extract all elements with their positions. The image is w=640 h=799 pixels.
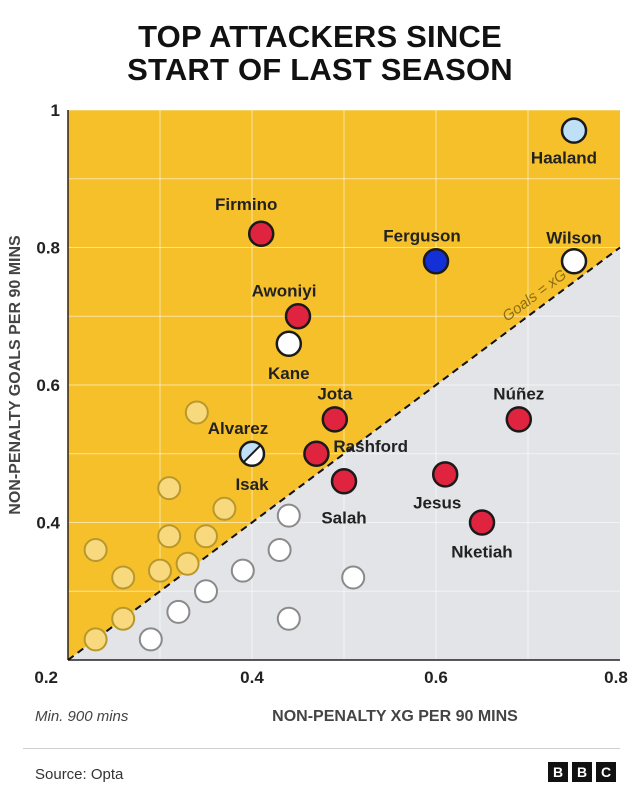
player-label-jesus: Jesus: [413, 493, 461, 512]
source-note: Source: Opta: [35, 766, 124, 783]
other-player-point-below: [194, 579, 218, 604]
other-player-point-below: [276, 606, 301, 631]
player-point-kane: [275, 330, 303, 357]
player-label-jota: Jota: [317, 384, 353, 403]
x-axis-title: NON-PENALTY XG PER 90 MINS: [272, 708, 518, 725]
player-point-rashford: [303, 440, 330, 467]
player-point-nketiah: [468, 509, 496, 536]
player-label-kane: Kane: [268, 364, 310, 383]
y-tick-label: 1: [51, 101, 60, 120]
player-label-awoniyi: Awoniyi: [252, 281, 317, 300]
other-player-point-above: [157, 524, 182, 549]
chart-title-line-2: START OF LAST SEASON: [127, 52, 513, 87]
other-player-point-below: [138, 627, 163, 652]
bbc-logo-letter-2: B: [572, 762, 592, 782]
y-tick-label: 0.6: [36, 376, 60, 395]
player-label-firmino: Firmino: [215, 195, 277, 214]
player-point-salah: [330, 468, 358, 495]
player-label-alvarez: Alvarez: [208, 419, 268, 438]
shared-point-upper-half: [240, 441, 261, 463]
other-player-point-above: [175, 551, 200, 576]
player-label-nketiah: Nketiah: [451, 543, 512, 562]
x-tick-label: 0.6: [424, 668, 448, 687]
player-label-nunez: Núñez: [493, 384, 544, 403]
x-tick-label: 0.8: [604, 668, 628, 687]
goals-equals-xg-line: [67, 246, 621, 661]
player-label-isak: Isak: [235, 475, 269, 494]
other-player-point-above: [194, 524, 218, 549]
player-label-rashford: Rashford: [333, 437, 408, 456]
y-tick-label: 0.8: [36, 239, 60, 258]
y-tick-label: 0.4: [36, 514, 60, 533]
player-point-haaland: [560, 117, 588, 144]
other-player-point-below: [166, 599, 191, 624]
other-player-point-above: [157, 476, 182, 501]
bbc-logo-letter-3: C: [596, 762, 616, 782]
player-label-ferguson: Ferguson: [383, 226, 460, 245]
other-player-point-above: [148, 558, 172, 583]
min-minutes-note: Min. 900 mins: [35, 708, 129, 725]
player-label-haaland: Haaland: [531, 149, 597, 168]
player-point-awoniyi: [284, 303, 312, 330]
bbc-logo: B B C: [548, 762, 616, 782]
player-point-jesus: [431, 461, 459, 488]
player-point-wilson: [560, 248, 588, 275]
chart-title-line-1: TOP ATTACKERS SINCE: [138, 19, 502, 54]
other-player-point-above: [111, 565, 136, 590]
other-player-point-above: [111, 606, 136, 631]
x-tick-label: 0.2: [34, 668, 58, 687]
other-player-point-below: [341, 565, 366, 590]
shared-point-lower-half: [243, 445, 264, 466]
other-player-point-above: [212, 496, 237, 521]
other-player-point-above: [184, 400, 209, 425]
footer-divider: [23, 748, 620, 749]
player-label-salah: Salah: [321, 508, 366, 527]
x-tick-label: 0.4: [240, 668, 264, 687]
player-point-nunez: [505, 406, 533, 433]
other-player-point-below: [267, 538, 292, 562]
other-player-point-above: [83, 627, 108, 652]
shared-point-divider: [242, 444, 262, 463]
shared-point-outline: [238, 440, 266, 467]
player-point-jota: [321, 406, 349, 433]
bbc-logo-letter-1: B: [548, 762, 568, 782]
other-player-point-above: [83, 538, 108, 562]
player-point-ferguson: [422, 248, 450, 275]
chart-title: TOP ATTACKERS SINCE START OF LAST SEASON: [0, 20, 640, 86]
player-label-wilson: Wilson: [546, 228, 602, 247]
other-player-point-below: [276, 503, 301, 528]
player-point-firmino: [247, 220, 275, 247]
y-axis-title: NON-PENALTY GOALS PER 90 MINS: [7, 235, 24, 515]
other-player-point-below: [230, 558, 255, 583]
